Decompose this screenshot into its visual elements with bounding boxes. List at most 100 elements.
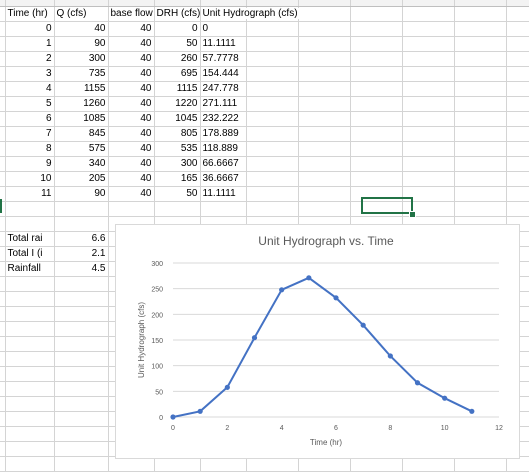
cell[interactable] xyxy=(506,6,529,22)
cell[interactable] xyxy=(0,141,6,157)
cell[interactable] xyxy=(350,81,403,97)
cell[interactable] xyxy=(350,21,403,37)
cell[interactable] xyxy=(298,141,351,157)
cell[interactable] xyxy=(54,306,109,322)
cell[interactable] xyxy=(350,126,403,142)
cell[interactable] xyxy=(0,276,6,292)
cell[interactable] xyxy=(246,141,299,157)
data-point[interactable] xyxy=(333,295,339,301)
cell[interactable] xyxy=(350,156,403,172)
data-cell[interactable]: 40 xyxy=(54,21,109,37)
cell[interactable] xyxy=(298,6,351,22)
data-cell[interactable]: 1045 xyxy=(154,111,201,127)
data-cell[interactable]: 40 xyxy=(108,111,155,127)
summary-label[interactable]: Total I (i xyxy=(5,246,55,262)
data-cell[interactable]: 57.7778 xyxy=(200,51,247,67)
cell[interactable] xyxy=(246,21,299,37)
cell[interactable] xyxy=(5,216,55,232)
cell[interactable] xyxy=(350,0,403,7)
cell[interactable] xyxy=(0,351,6,367)
data-cell[interactable]: 205 xyxy=(54,171,109,187)
summary-value[interactable]: 6.6 xyxy=(54,231,109,247)
cell[interactable] xyxy=(298,126,351,142)
header-cell[interactable]: Time (hr) xyxy=(5,6,55,22)
cell[interactable] xyxy=(402,81,455,97)
cell[interactable] xyxy=(246,36,299,52)
cell[interactable] xyxy=(5,456,55,472)
cell[interactable] xyxy=(298,186,351,202)
data-cell[interactable]: 260 xyxy=(154,51,201,67)
cell[interactable] xyxy=(454,21,507,37)
cell[interactable] xyxy=(54,426,109,442)
cell[interactable] xyxy=(5,321,55,337)
cell[interactable] xyxy=(350,36,403,52)
summary-label[interactable]: Rainfall xyxy=(5,261,55,277)
cell[interactable] xyxy=(350,6,403,22)
cell[interactable] xyxy=(350,96,403,112)
cell[interactable] xyxy=(298,36,351,52)
cell[interactable] xyxy=(454,66,507,82)
cell[interactable] xyxy=(454,126,507,142)
cell[interactable] xyxy=(298,21,351,37)
data-cell[interactable]: 36.6667 xyxy=(200,171,247,187)
fill-handle[interactable] xyxy=(409,211,416,218)
cell[interactable] xyxy=(454,111,507,127)
cell[interactable] xyxy=(402,36,455,52)
cell[interactable] xyxy=(246,51,299,67)
cell[interactable] xyxy=(506,141,529,157)
data-cell[interactable]: 535 xyxy=(154,141,201,157)
data-cell[interactable]: 805 xyxy=(154,126,201,142)
data-cell[interactable]: 118.889 xyxy=(200,141,247,157)
cell[interactable] xyxy=(108,201,155,217)
summary-value[interactable]: 4.5 xyxy=(54,261,109,277)
data-cell[interactable]: 40 xyxy=(108,51,155,67)
cell[interactable] xyxy=(246,111,299,127)
cell[interactable] xyxy=(506,201,529,217)
cell[interactable] xyxy=(54,351,109,367)
cell[interactable] xyxy=(350,66,403,82)
cell[interactable] xyxy=(402,156,455,172)
data-cell[interactable]: 50 xyxy=(154,36,201,52)
cell[interactable] xyxy=(350,111,403,127)
chart-area[interactable]: Unit Hydrograph vs. Time 0 50 100 150 200 250 3… xyxy=(115,224,520,459)
data-cell[interactable]: 845 xyxy=(54,126,109,142)
cell[interactable] xyxy=(54,381,109,397)
data-point[interactable] xyxy=(469,408,475,414)
cell[interactable] xyxy=(0,66,6,82)
cell[interactable] xyxy=(298,156,351,172)
data-cell[interactable]: 40 xyxy=(108,36,155,52)
cell[interactable] xyxy=(54,411,109,427)
data-cell[interactable]: 2 xyxy=(5,51,55,67)
cell[interactable] xyxy=(5,426,55,442)
cell[interactable] xyxy=(54,456,109,472)
cell[interactable] xyxy=(246,126,299,142)
cell[interactable] xyxy=(0,306,6,322)
cell[interactable] xyxy=(54,291,109,307)
data-cell[interactable]: 6 xyxy=(5,111,55,127)
cell[interactable] xyxy=(54,366,109,382)
data-cell[interactable]: 9 xyxy=(5,156,55,172)
cell[interactable] xyxy=(506,51,529,67)
cell[interactable] xyxy=(350,51,403,67)
cell[interactable] xyxy=(5,366,55,382)
data-cell[interactable]: 11.1111 xyxy=(200,186,247,202)
header-cell[interactable]: base flow xyxy=(108,6,155,22)
cell[interactable] xyxy=(0,51,6,67)
cell[interactable] xyxy=(200,0,247,7)
cell[interactable] xyxy=(54,0,109,7)
cell[interactable] xyxy=(454,201,507,217)
data-cell[interactable]: 1155 xyxy=(54,81,109,97)
cell[interactable] xyxy=(506,21,529,37)
cell[interactable] xyxy=(0,441,6,457)
cell[interactable] xyxy=(0,366,6,382)
cell[interactable] xyxy=(454,6,507,22)
cell[interactable] xyxy=(454,51,507,67)
cell[interactable] xyxy=(154,201,201,217)
data-cell[interactable]: 3 xyxy=(5,66,55,82)
data-cell[interactable]: 8 xyxy=(5,141,55,157)
data-cell[interactable]: 4 xyxy=(5,81,55,97)
cell[interactable] xyxy=(0,216,6,232)
data-cell[interactable]: 40 xyxy=(108,186,155,202)
cell[interactable] xyxy=(246,96,299,112)
cell[interactable] xyxy=(0,231,6,247)
